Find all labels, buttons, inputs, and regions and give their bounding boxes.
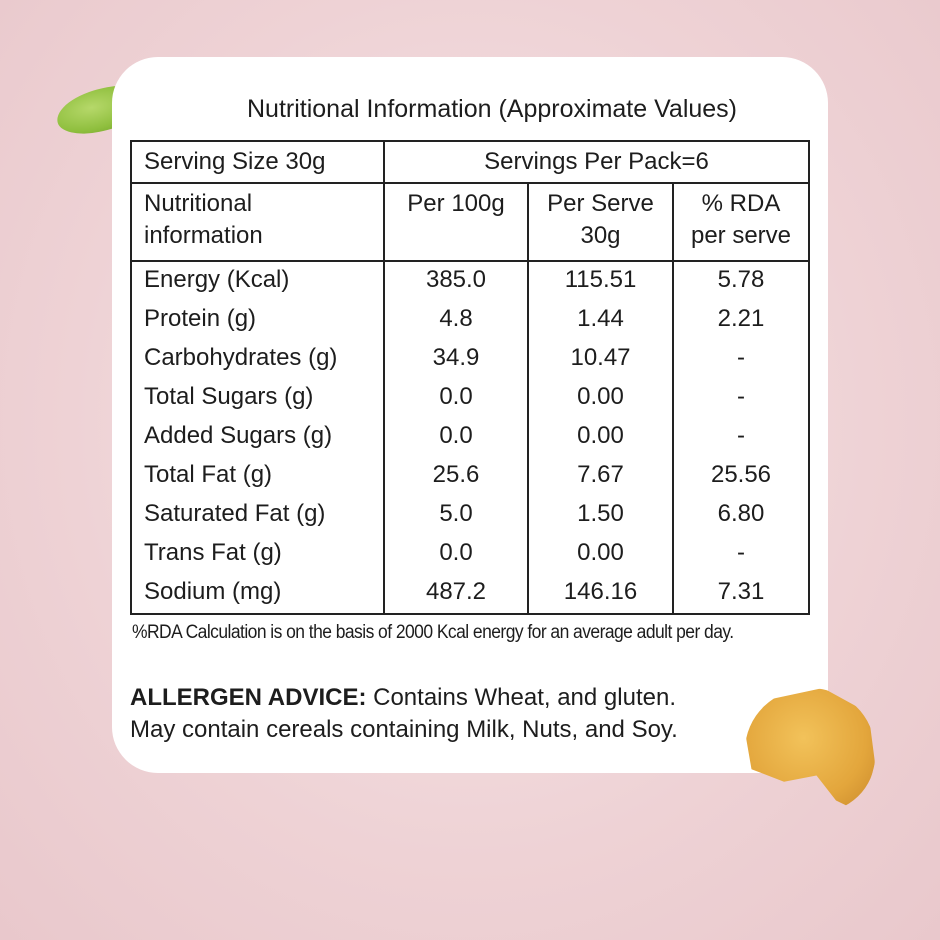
nutrient-value: 0.0 (383, 418, 529, 457)
table-row: Saturated Fat (g) 5.0 1.50 6.80 (130, 496, 810, 535)
serving-size: Serving Size 30g (130, 140, 385, 184)
table-row: Added Sugars (g) 0.0 0.00- (130, 418, 810, 457)
rda-footnote: %RDA Calculation is on the basis of 2000… (132, 622, 734, 643)
header-per-100g: Per 100g (383, 182, 529, 262)
nutrient-value: 115.51 (527, 261, 674, 301)
table-row: Energy (Kcal) 385.0 115.51 5.78 (130, 261, 810, 301)
nutrient-value: - (672, 418, 810, 457)
nutrient-name: Carbohydrates (g) (130, 340, 385, 379)
nutrient-value: 10.47 (527, 340, 674, 379)
nutrient-value: 25.56 (672, 457, 810, 496)
nutrient-value: 146.16 (527, 574, 674, 615)
nutrient-value: - (672, 379, 810, 418)
table-row: Sodium (mg) 487.2 146.16 7.31 (130, 574, 810, 615)
header-nutrient: Nutritional information (130, 182, 385, 262)
chip-image (745, 688, 875, 813)
nutrient-name: Total Sugars (g) (130, 379, 385, 418)
nutrient-name: Trans Fat (g) (130, 535, 385, 574)
header-rda: % RDA per serve (672, 182, 810, 262)
nutrient-value: 0.00 (527, 535, 674, 574)
nutrient-value: 1.50 (527, 496, 674, 535)
nutrient-value: 0.00 (527, 379, 674, 418)
table-row: Trans Fat (g) 0.0 0.00- (130, 535, 810, 574)
nutrient-value: 34.9 (383, 340, 529, 379)
nutrient-value: 2.21 (672, 301, 810, 340)
nutrient-value: 7.67 (527, 457, 674, 496)
nutrient-value: - (672, 535, 810, 574)
header-row: Nutritional information Per 100g Per Ser… (130, 182, 810, 262)
table-row: Protein (g) 4.8 1.44 2.21 (130, 301, 810, 340)
nutrient-name: Saturated Fat (g) (130, 496, 385, 535)
nutrient-value: - (672, 340, 810, 379)
nutrient-value: 0.00 (527, 418, 674, 457)
page-title: Nutritional Information (Approximate Val… (246, 95, 738, 123)
allergen-advice: ALLERGEN ADVICE: Contains Wheat, and glu… (130, 682, 678, 746)
nutrient-value: 4.8 (383, 301, 529, 340)
nutrient-value: 6.80 (672, 496, 810, 535)
header-per-serve: Per Serve 30g (527, 182, 674, 262)
nutrient-value: 5.0 (383, 496, 529, 535)
nutrient-name: Sodium (mg) (130, 574, 385, 615)
nutrient-value: 25.6 (383, 457, 529, 496)
allergen-label: ALLERGEN ADVICE: (130, 684, 367, 711)
nutrient-name: Added Sugars (g) (130, 418, 385, 457)
serving-row: Serving Size 30g Servings Per Pack=6 (130, 140, 810, 184)
table-row: Carbohydrates (g) 34.9 10.47- (130, 340, 810, 379)
nutrient-value: 7.31 (672, 574, 810, 615)
nutrient-value: 5.78 (672, 261, 810, 301)
nutrient-value: 385.0 (383, 261, 529, 301)
nutrient-value: 0.0 (383, 379, 529, 418)
nutrient-value: 1.44 (527, 301, 674, 340)
nutrient-name: Protein (g) (130, 301, 385, 340)
nutrient-value: 0.0 (383, 535, 529, 574)
allergen-line1: Contains Wheat, and gluten. (366, 684, 676, 711)
nutrition-table: Serving Size 30g Servings Per Pack=6 Nut… (130, 140, 810, 615)
servings-per-pack: Servings Per Pack=6 (383, 140, 810, 184)
nutrient-name: Energy (Kcal) (130, 261, 385, 301)
table-row: Total Sugars (g) 0.0 0.00- (130, 379, 810, 418)
nutrient-name: Total Fat (g) (130, 457, 385, 496)
allergen-line2: May contain cereals containing Milk, Nut… (130, 716, 678, 743)
nutrient-value: 487.2 (383, 574, 529, 615)
table-row: Total Fat (g) 25.6 7.67 25.56 (130, 457, 810, 496)
